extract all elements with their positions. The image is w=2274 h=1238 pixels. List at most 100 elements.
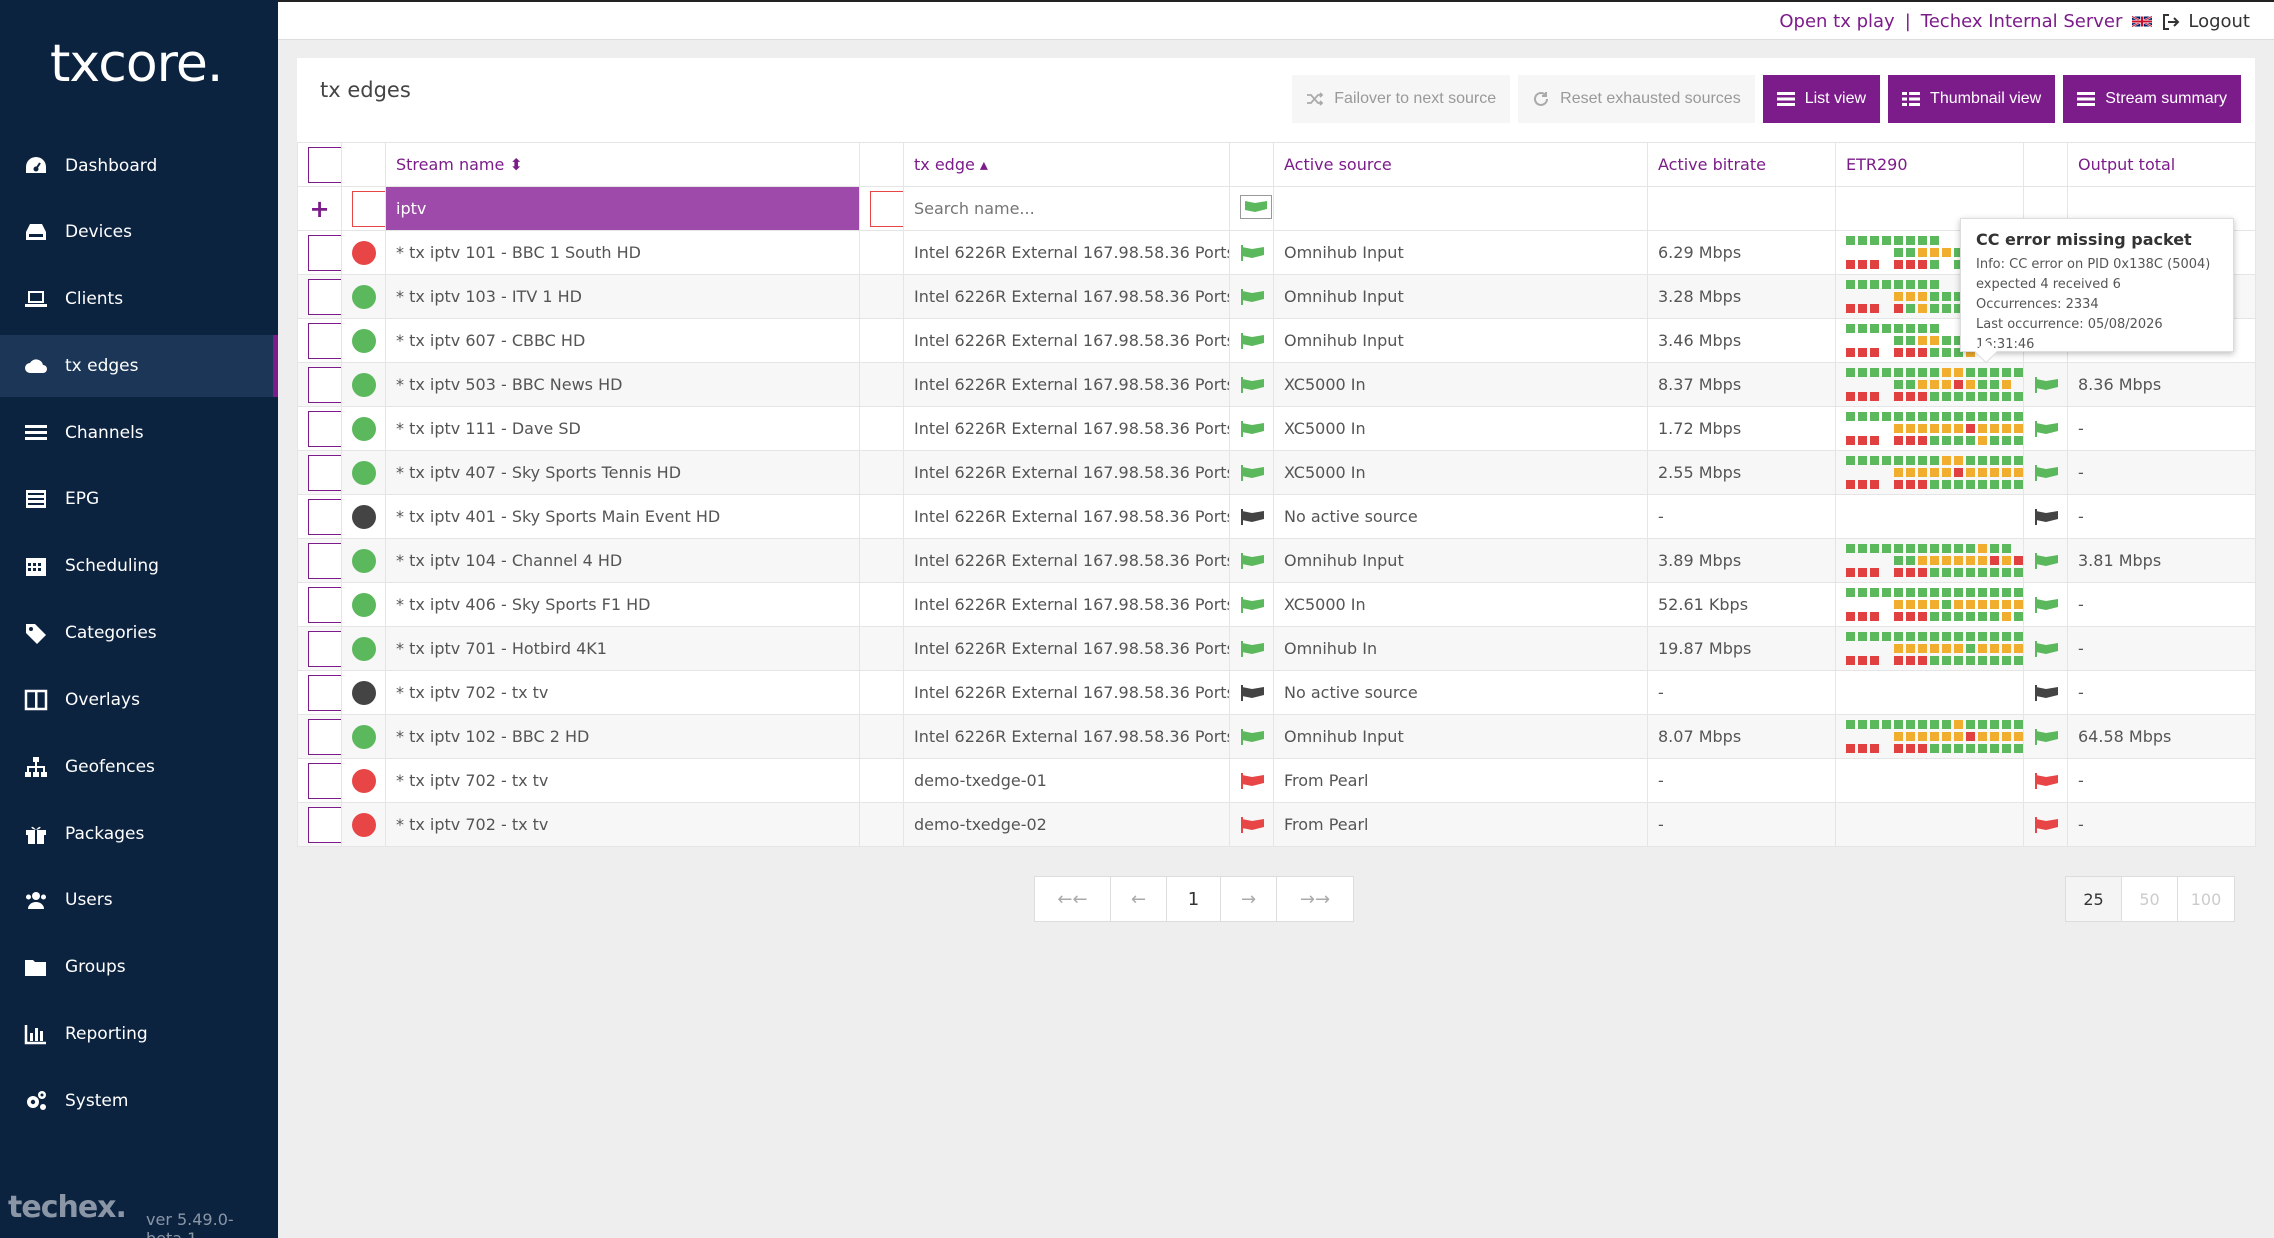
row-checkbox[interactable]	[308, 718, 341, 755]
table-row[interactable]: * tx iptv 406 - Sky Sports F1 HD Intel 62…	[297, 582, 2256, 627]
table-row[interactable]: * tx iptv 111 - Dave SD Intel 6226R Exter…	[297, 406, 2256, 451]
stream-name-cell[interactable]: * tx iptv 503 - BBC News HD	[385, 362, 860, 407]
row-checkbox[interactable]	[308, 630, 341, 667]
last-page-button[interactable]: →→	[1277, 877, 1353, 921]
tx-edge-cell[interactable]: Intel 6226R External 167.98.58.36 Ports …	[903, 450, 1230, 495]
stream-name-cell[interactable]: * tx iptv 103 - ITV 1 HD	[385, 274, 860, 319]
table-row[interactable]: * tx iptv 702 - tx tv demo-txedge-02 From …	[297, 802, 2256, 847]
etr290-indicator[interactable]	[1846, 324, 2013, 358]
active-bitrate-header[interactable]: Active bitrate	[1647, 142, 1836, 187]
tx-edge-cell[interactable]: demo-txedge-01	[903, 758, 1230, 803]
table-row[interactable]: * tx iptv 701 - Hotbird 4K1 Intel 6226R E…	[297, 626, 2256, 671]
tx-edge-cell[interactable]: Intel 6226R External 167.98.58.36 Ports …	[903, 362, 1230, 407]
logout-button[interactable]: Logout	[2162, 11, 2250, 32]
etr290-indicator[interactable]	[1846, 632, 2023, 666]
sidebar-item-users[interactable]: Users	[0, 869, 278, 931]
tx-edge-cell[interactable]: Intel 6226R External 167.98.58.36 Ports …	[903, 538, 1230, 583]
row-checkbox[interactable]	[308, 542, 341, 579]
etr290-indicator[interactable]	[1846, 368, 2023, 402]
tx-edge-header[interactable]: tx edge ▴	[903, 142, 1230, 187]
uk-flag-icon[interactable]	[2132, 15, 2153, 28]
table-row[interactable]: * tx iptv 503 - BBC News HD Intel 6226R E…	[297, 362, 2256, 407]
server-link[interactable]: Techex Internal Server	[1920, 11, 2123, 32]
table-row[interactable]: * tx iptv 102 - BBC 2 HD Intel 6226R Exte…	[297, 714, 2256, 759]
stream-name-header[interactable]: Stream name ⬍	[385, 142, 860, 187]
etr290-header[interactable]: ETR290	[1835, 142, 2024, 187]
row-checkbox[interactable]	[308, 234, 341, 271]
open-tx-play-link[interactable]: Open tx play	[1779, 11, 1895, 32]
page-size-25[interactable]: 25	[2066, 877, 2122, 921]
sidebar-item-overlays[interactable]: Overlays	[0, 669, 278, 731]
table-row[interactable]: * tx iptv 407 - Sky Sports Tennis HD Inte…	[297, 450, 2256, 495]
active-source-header[interactable]: Active source	[1273, 142, 1648, 187]
stream-name-cell[interactable]: * tx iptv 607 - CBBC HD	[385, 318, 860, 363]
etr290-indicator[interactable]	[1846, 456, 2023, 490]
stream-name-cell[interactable]: * tx iptv 401 - Sky Sports Main Event HD	[385, 494, 860, 539]
etr290-indicator[interactable]	[1846, 720, 2023, 754]
tx-edge-cell[interactable]: demo-txedge-02	[903, 802, 1230, 847]
tx-edge-cell[interactable]: Intel 6226R External 167.98.58.36 Ports …	[903, 318, 1230, 363]
stream-name-cell[interactable]: * tx iptv 407 - Sky Sports Tennis HD	[385, 450, 860, 495]
row-checkbox[interactable]	[308, 762, 341, 799]
txcore-logo[interactable]: txcore.	[50, 34, 223, 94]
tx-edge-cell[interactable]: Intel 6226R External 167.98.58.36 Ports …	[903, 714, 1230, 759]
sidebar-item-groups[interactable]: Groups	[0, 936, 278, 998]
row-checkbox[interactable]	[308, 322, 341, 359]
add-filter-cell[interactable]: +	[297, 186, 342, 231]
etr290-indicator[interactable]	[1846, 544, 2023, 578]
tx-edge-cell[interactable]: Intel 6226R External 167.98.58.36 Ports …	[903, 274, 1230, 319]
page-size-50[interactable]: 50	[2122, 877, 2178, 921]
table-row[interactable]: * tx iptv 401 - Sky Sports Main Event HD…	[297, 494, 2256, 539]
stream-name-cell[interactable]: * tx iptv 101 - BBC 1 South HD	[385, 230, 860, 275]
sidebar-item-categories[interactable]: Categories	[0, 602, 278, 664]
stream-name-cell[interactable]: * tx iptv 102 - BBC 2 HD	[385, 714, 860, 759]
etr290-indicator[interactable]	[1846, 588, 2023, 622]
sidebar-item-devices[interactable]: Devices	[0, 201, 278, 263]
sidebar-item-dashboard[interactable]: Dashboard	[0, 135, 278, 197]
list-view-button[interactable]: List view	[1762, 75, 1881, 123]
stream-name-cell[interactable]: * tx iptv 702 - tx tv	[385, 758, 860, 803]
prev-page-button[interactable]: ←	[1111, 877, 1167, 921]
stream-name-cell[interactable]: * tx iptv 702 - tx tv	[385, 802, 860, 847]
stream-name-cell[interactable]: * tx iptv 104 - Channel 4 HD	[385, 538, 860, 583]
row-checkbox[interactable]	[308, 366, 341, 403]
edge-search-input[interactable]	[914, 192, 1219, 225]
table-row[interactable]: * tx iptv 104 - Channel 4 HD Intel 6226R …	[297, 538, 2256, 583]
table-row[interactable]: * tx iptv 702 - tx tv demo-txedge-01 From …	[297, 758, 2256, 803]
next-page-button[interactable]: →	[1221, 877, 1277, 921]
sidebar-item-packages[interactable]: Packages	[0, 803, 278, 865]
table-row[interactable]: * tx iptv 702 - tx tv Intel 6226R Externa…	[297, 670, 2256, 715]
failover-button[interactable]: Failover to next source	[1292, 75, 1511, 123]
sidebar-item-clients[interactable]: Clients	[0, 268, 278, 330]
output-total-header[interactable]: Output total	[2067, 142, 2256, 187]
sidebar-item-geofences[interactable]: Geofences	[0, 736, 278, 798]
sidebar-item-reporting[interactable]: Reporting	[0, 1003, 278, 1065]
sidebar-item-epg[interactable]: EPG	[0, 468, 278, 530]
reset-sources-button[interactable]: Reset exhausted sources	[1518, 75, 1755, 123]
row-checkbox[interactable]	[308, 674, 341, 711]
row-checkbox[interactable]	[308, 498, 341, 535]
tx-edge-cell[interactable]: Intel 6226R External 167.98.58.36 Ports …	[903, 494, 1230, 539]
stream-name-cell[interactable]: * tx iptv 406 - Sky Sports F1 HD	[385, 582, 860, 627]
thumbnail-view-button[interactable]: Thumbnail view	[1888, 75, 2056, 123]
stream-name-cell[interactable]: * tx iptv 111 - Dave SD	[385, 406, 860, 451]
sidebar-item-channels[interactable]: Channels	[0, 402, 278, 464]
tx-edge-cell[interactable]: Intel 6226R External 167.98.58.36 Ports …	[903, 230, 1230, 275]
current-page[interactable]: 1	[1167, 877, 1221, 921]
status-filter-box[interactable]	[352, 190, 385, 227]
stream-name-filter[interactable]: iptv	[385, 186, 860, 231]
stream-name-cell[interactable]: * tx iptv 702 - tx tv	[385, 670, 860, 715]
tx-edge-cell[interactable]: Intel 6226R External 167.98.58.36 Ports …	[903, 406, 1230, 451]
row-checkbox[interactable]	[308, 278, 341, 315]
sidebar-item-scheduling[interactable]: Scheduling	[0, 535, 278, 597]
page-size-100[interactable]: 100	[2178, 877, 2234, 921]
select-all-checkbox[interactable]	[308, 146, 341, 183]
row-checkbox[interactable]	[308, 410, 341, 447]
tx-edge-cell[interactable]: Intel 6226R External 167.98.58.36 Ports …	[903, 670, 1230, 715]
edge-filter-box[interactable]	[870, 190, 903, 227]
sidebar-item-tx-edges[interactable]: tx edges	[0, 335, 278, 397]
flag-filter-cell[interactable]	[1229, 186, 1274, 231]
etr290-indicator[interactable]	[1846, 412, 2023, 446]
tx-edge-cell[interactable]: Intel 6226R External 167.98.58.36 Ports …	[903, 582, 1230, 627]
sidebar-item-system[interactable]: System	[0, 1070, 278, 1132]
